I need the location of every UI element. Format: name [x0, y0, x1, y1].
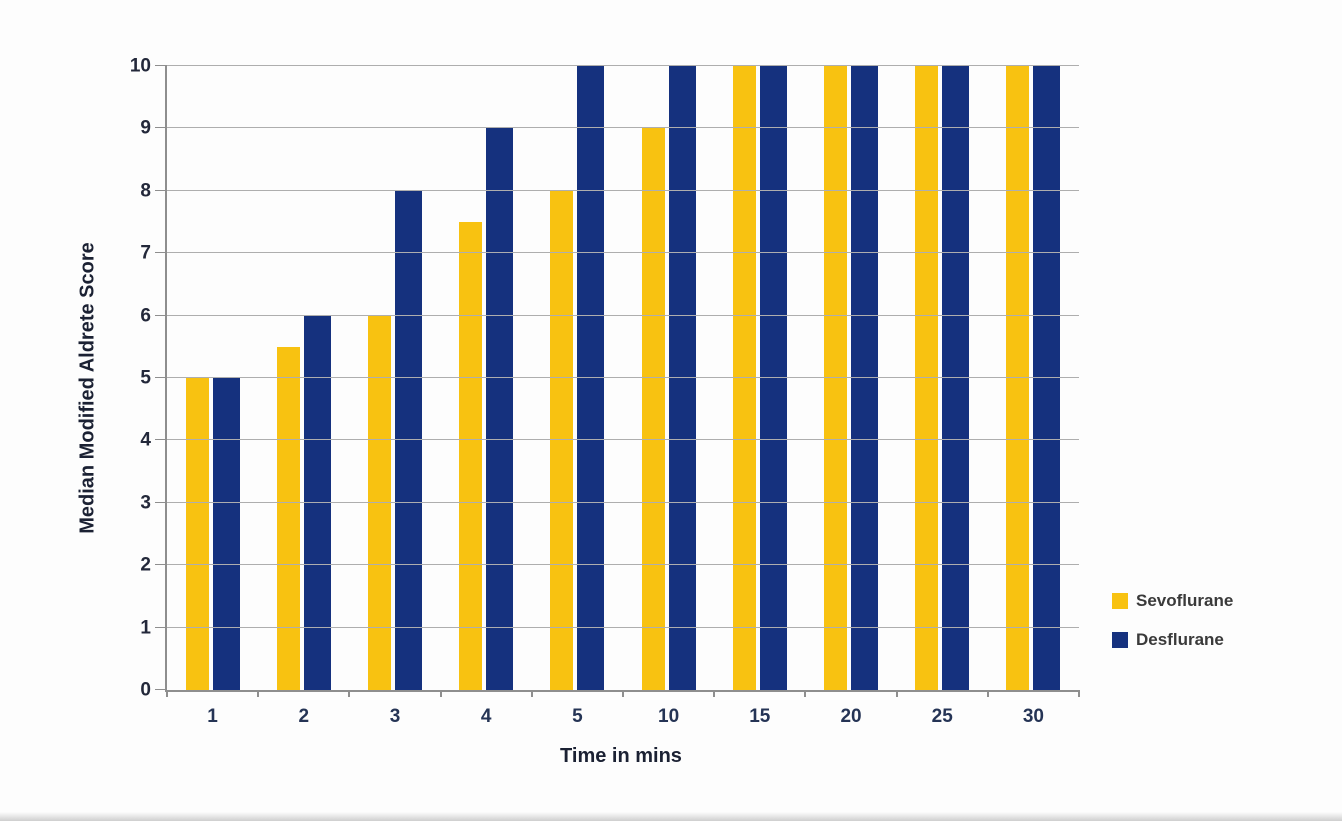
x-tick-label: 30 [1022, 706, 1044, 727]
desflurane-bar [851, 66, 879, 690]
y-axis-tick [155, 127, 167, 129]
sevoflurane-bar [915, 66, 939, 690]
x-axis-tick [713, 690, 716, 697]
y-tick-label: 2 [140, 554, 151, 576]
y-axis-tick [155, 65, 167, 66]
y-axis-tick [155, 252, 167, 254]
y-axis-title: Median Modified Aldrete Score [76, 242, 99, 534]
y-axis-tick [155, 189, 167, 191]
sevoflurane-bar [459, 222, 483, 690]
bar-groups: 1 2 3 4 5 10 15 20 25 30 [167, 66, 1079, 726]
bar-group: 3 [349, 66, 440, 726]
y-tick-label: 10 [129, 55, 151, 77]
legend-label: Sevoflurane [1136, 591, 1234, 610]
desflurane-bar [759, 66, 787, 690]
bar-group: 30 [988, 66, 1079, 726]
y-tick-label: 1 [140, 617, 151, 639]
y-axis-tick [155, 689, 167, 690]
x-axis-tick [530, 690, 533, 697]
sevoflurane-bar [185, 378, 209, 690]
gridline [167, 127, 1079, 129]
y-tick-label: 3 [140, 492, 151, 514]
y-axis-tick [155, 314, 167, 316]
plot-area: 1 2 3 4 5 10 15 20 25 30 0 1 2 3 4 5 6 7 8 9 10 [130, 57, 1080, 726]
desflurane-bar [486, 128, 514, 690]
y-tick-label: 4 [140, 429, 151, 451]
x-axis-tick [804, 690, 807, 697]
gridline [167, 314, 1079, 316]
gridline [167, 189, 1079, 191]
desflurane-bar [212, 378, 240, 690]
legend-item-desflurane: Desflurane [1112, 631, 1233, 648]
bar-group: 5 [532, 66, 623, 726]
gridline [167, 626, 1079, 628]
gridline [167, 377, 1079, 378]
sevoflurane-bar [276, 346, 300, 690]
bar-group: 25 [897, 66, 988, 726]
x-tick-label: 1 [207, 706, 218, 727]
legend-swatch-icon [1112, 631, 1128, 648]
x-axis-title: Time in mins [560, 745, 682, 767]
bar-group: 10 [623, 66, 714, 726]
x-axis-tick [257, 690, 260, 697]
sevoflurane-bar [824, 66, 848, 690]
x-axis-tick [622, 690, 624, 697]
x-axis-tick [166, 690, 168, 697]
bar-group: 20 [805, 66, 896, 726]
sevoflurane-bar [641, 128, 665, 690]
desflurane-bar [577, 66, 605, 690]
gridline [167, 439, 1079, 441]
legend-swatch-icon [1112, 592, 1128, 609]
bar-group: 15 [714, 66, 805, 726]
x-axis-tick [986, 690, 989, 697]
legend: Sevoflurane Desflurane [1112, 592, 1233, 648]
gridline [167, 564, 1079, 566]
bar-group: 4 [441, 66, 532, 726]
x-tick-label: 20 [840, 706, 862, 727]
legend-label: Desflurane [1136, 630, 1224, 649]
desflurane-bar [668, 66, 696, 690]
bar-group: 2 [258, 66, 349, 726]
y-tick-label: 8 [140, 180, 151, 202]
gridline [167, 252, 1079, 254]
sevoflurane-bar [550, 190, 574, 690]
x-tick-label: 3 [389, 706, 401, 727]
y-axis-tick [155, 439, 167, 441]
gridline [167, 65, 1079, 66]
legend-item-sevoflurane: Sevoflurane [1112, 592, 1233, 609]
y-tick-label: 5 [140, 367, 151, 389]
desflurane-bar [1033, 66, 1061, 690]
desflurane-bar [395, 190, 422, 690]
y-axis-tick [155, 501, 167, 503]
x-axis-tick [439, 690, 442, 697]
y-tick-label: 7 [140, 242, 151, 264]
x-tick-label: 4 [480, 706, 492, 727]
x-axis-tick [1078, 690, 1080, 697]
x-tick-label: 25 [931, 706, 953, 727]
x-tick-label: 5 [572, 706, 583, 727]
gridline [167, 501, 1079, 503]
y-axis-tick [155, 626, 167, 628]
x-axis-tick [895, 690, 898, 697]
page-bottom-shadow [0, 812, 1342, 821]
y-tick-label: 0 [140, 679, 151, 701]
y-axis-tick [155, 564, 167, 566]
y-tick-label: 6 [140, 305, 151, 327]
x-axis-tick [348, 690, 351, 697]
sevoflurane-bar [1006, 66, 1030, 690]
y-axis-tick [155, 377, 167, 378]
desflurane-bar [942, 66, 970, 690]
sevoflurane-bar [732, 66, 756, 690]
x-tick-label: 10 [658, 706, 680, 727]
x-tick-label: 15 [749, 706, 771, 727]
y-tick-label: 9 [140, 117, 151, 139]
x-tick-label: 2 [298, 706, 310, 727]
bar-group: 1 [167, 66, 258, 726]
